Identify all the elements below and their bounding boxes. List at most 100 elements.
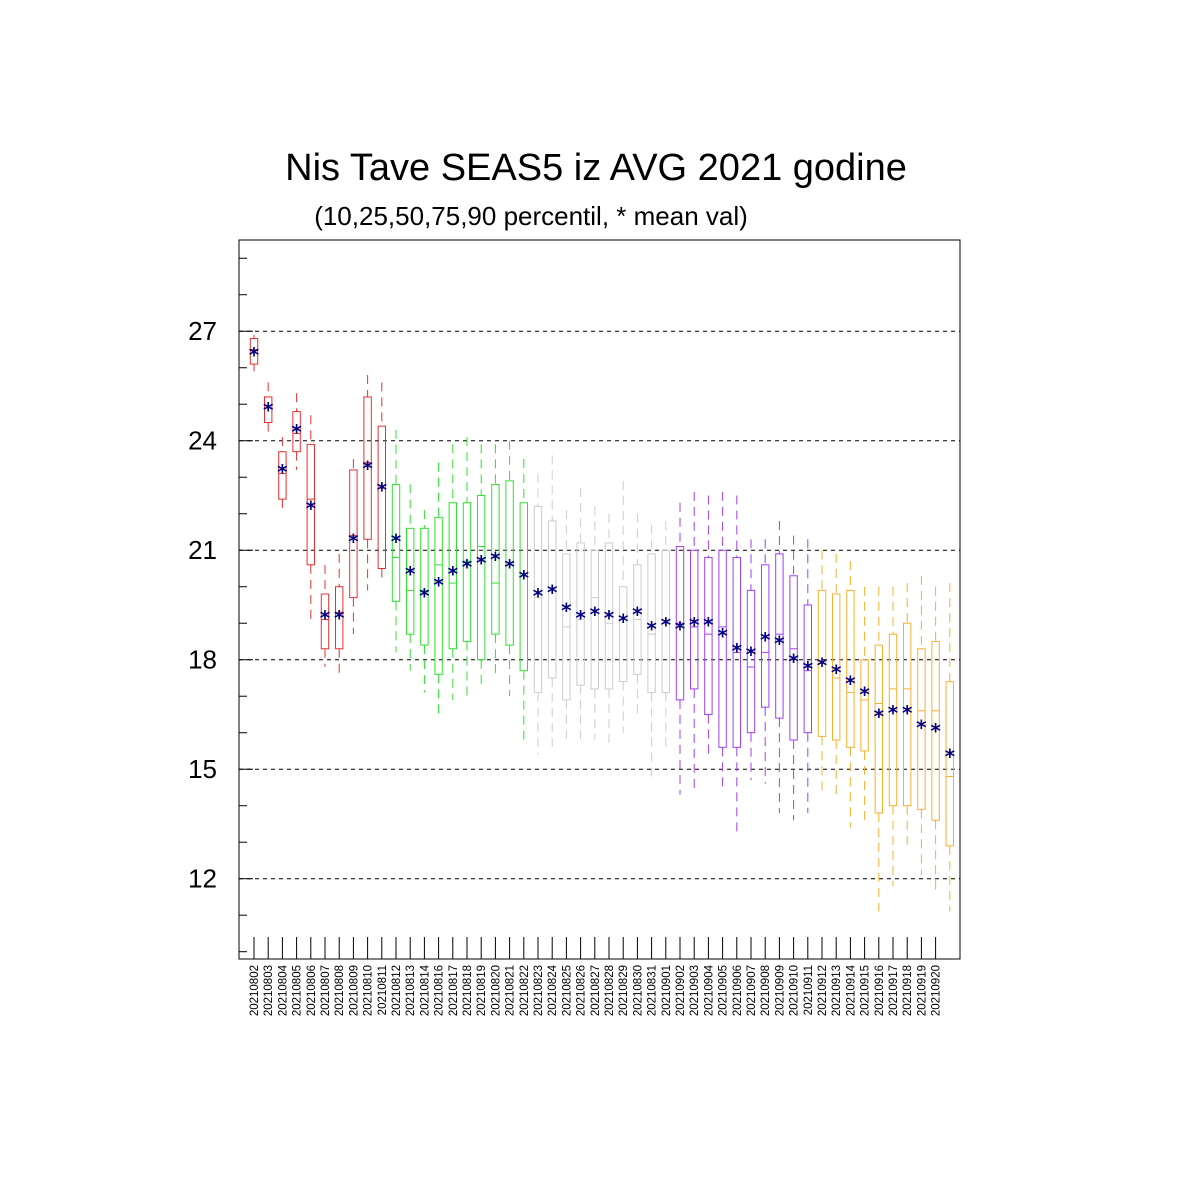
mean-marker: *	[320, 606, 331, 630]
box-20210820: *	[490, 444, 501, 675]
mean-marker: *	[391, 529, 402, 553]
box-20210917: *	[888, 586, 899, 887]
mean-marker: *	[462, 555, 473, 579]
box-body	[761, 564, 770, 708]
x-tick-label: 20210829	[618, 965, 630, 1016]
mean-marker: *	[448, 562, 459, 586]
box-20210824: *	[547, 455, 558, 751]
x-tick-label: 20210901	[661, 965, 673, 1016]
box-20210802: *	[249, 334, 260, 372]
mean-marker: *	[732, 639, 743, 663]
mean-marker: *	[277, 460, 288, 484]
x-tick-label: 20210810	[363, 965, 375, 1016]
mean-marker: *	[661, 613, 672, 637]
box-20210918: *	[902, 583, 913, 846]
x-tick-label: 20210821	[505, 965, 517, 1016]
mean-marker: *	[433, 573, 444, 597]
box-body	[945, 681, 954, 847]
box-body	[888, 633, 898, 807]
box-20210818: *	[462, 437, 473, 697]
box-body	[462, 502, 472, 642]
box-body	[661, 549, 670, 694]
box-20210902: *	[675, 502, 686, 795]
mean-marker: *	[788, 650, 799, 674]
mean-marker: *	[902, 701, 913, 725]
box-body	[477, 494, 486, 661]
mean-marker: *	[675, 617, 686, 641]
y-tick-label: 18	[188, 645, 217, 675]
x-tick-label: 20210818	[462, 965, 474, 1016]
box-20210823: *	[533, 473, 544, 755]
mean-marker: *	[348, 529, 359, 553]
box-body	[548, 520, 557, 679]
mean-marker: *	[249, 343, 260, 367]
box-20210807: *	[320, 564, 331, 668]
x-tick-label: 20210811	[377, 965, 389, 1015]
x-tick-label: 20210906	[732, 965, 744, 1016]
box-body	[306, 443, 316, 566]
x-tick-label: 20210920	[931, 965, 943, 1016]
box-20210831: *	[646, 524, 657, 777]
x-tick-label: 20210917	[888, 965, 900, 1016]
box-20210910: *	[788, 535, 799, 821]
mean-marker: *	[945, 745, 956, 769]
box-body	[832, 593, 841, 741]
plot-frame	[238, 239, 961, 960]
x-tick-label: 20210823	[533, 965, 545, 1016]
x-tick-label: 20210909	[774, 965, 786, 1016]
x-tick-label: 20210913	[831, 965, 843, 1016]
box-20210808: *	[334, 553, 345, 675]
box-20210912: *	[817, 550, 828, 795]
chart-subtitle: (10,25,50,75,90 percentil, * mean val)	[314, 201, 748, 231]
box-20210904: *	[703, 495, 714, 759]
box-20210916: *	[874, 586, 885, 912]
box-20210822: *	[519, 458, 530, 741]
box-20210813: *	[405, 484, 416, 671]
x-tick-label: 20210915	[860, 965, 872, 1016]
box-20210915: *	[859, 586, 870, 821]
box-20210907: *	[746, 539, 757, 781]
x-tick-label: 20210827	[590, 965, 602, 1016]
x-tick-label: 20210907	[746, 965, 758, 1016]
x-tick-label: 20210916	[874, 965, 886, 1016]
mean-marker: *	[476, 551, 487, 575]
box-20210809: *	[348, 458, 359, 635]
mean-marker: *	[618, 610, 629, 634]
box-20210911: *	[803, 539, 814, 814]
box-body	[434, 516, 443, 675]
mean-marker: *	[547, 580, 558, 604]
x-tick-label: 20210831	[647, 965, 659, 1016]
box-20210817: *	[448, 444, 459, 700]
box-20210821: *	[504, 440, 515, 697]
x-tick-label: 20210830	[632, 965, 644, 1016]
x-tick-label: 20210812	[391, 965, 403, 1016]
mean-marker: *	[760, 628, 771, 652]
box-body	[874, 644, 883, 814]
x-tick-label: 20210904	[703, 964, 715, 1016]
mean-marker: *	[604, 606, 615, 630]
mean-marker: *	[646, 617, 657, 641]
box-20210829: *	[618, 480, 629, 733]
mean-marker: *	[874, 704, 885, 728]
x-tick-label: 20210817	[448, 965, 460, 1016]
box-body	[704, 557, 713, 715]
box-20210812: *	[391, 429, 402, 653]
box-body	[619, 586, 628, 683]
box-body	[448, 502, 458, 650]
x-tick-label: 20210802	[249, 965, 261, 1016]
box-body	[391, 484, 401, 602]
box-20210906: *	[732, 495, 743, 835]
box-body	[377, 425, 387, 569]
mean-marker: *	[817, 653, 828, 677]
box-body	[789, 575, 798, 741]
box-20210909: *	[774, 521, 785, 814]
box-20210810: *	[362, 375, 373, 591]
mean-marker: *	[590, 602, 601, 626]
box-20210920: *	[930, 586, 941, 890]
mean-marker: *	[362, 456, 373, 480]
mean-marker: *	[774, 631, 785, 655]
box-body	[846, 589, 855, 748]
mean-marker: *	[575, 606, 586, 630]
x-tick-label: 20210825	[561, 965, 573, 1016]
box-20210825: *	[561, 510, 572, 744]
